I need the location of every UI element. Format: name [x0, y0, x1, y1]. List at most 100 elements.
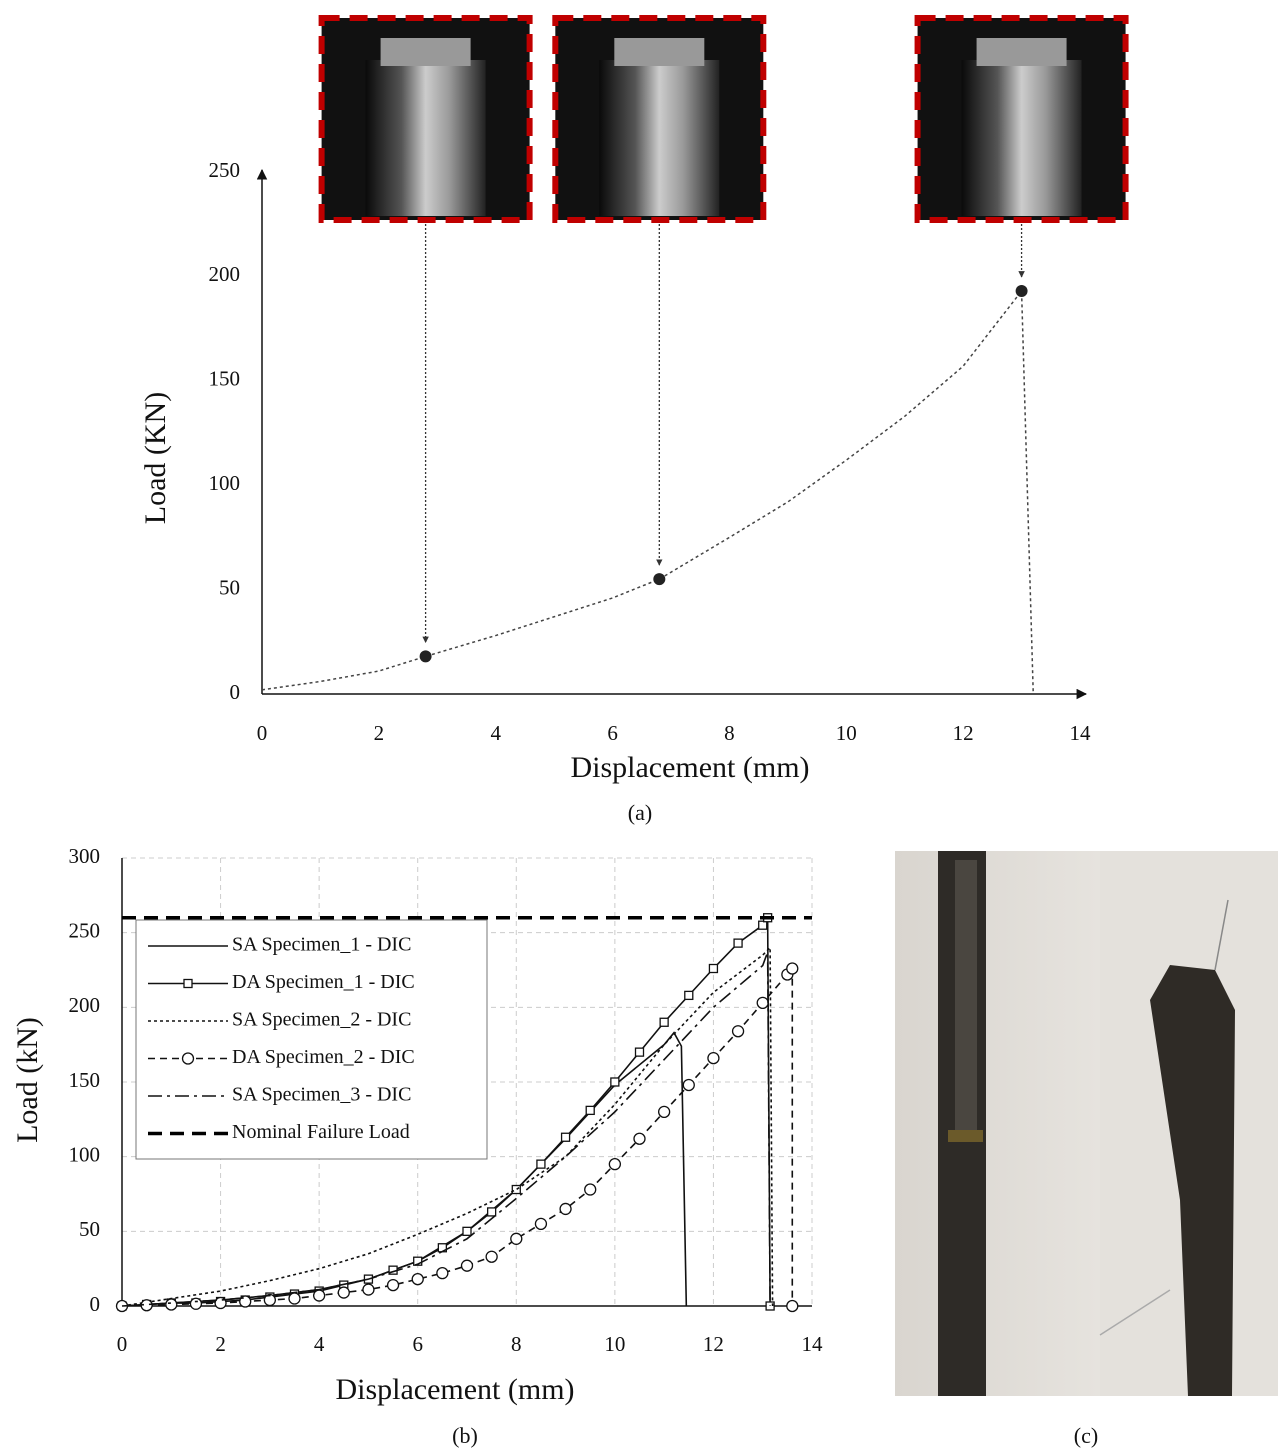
x-tick-label: 14 — [802, 1332, 824, 1356]
marker — [362, 1283, 375, 1296]
legend-label: DA Specimen_2 - DIC — [232, 1046, 415, 1068]
marker — [585, 1105, 595, 1116]
x-tick-label: 14 — [1070, 721, 1092, 745]
legend-label: SA Specimen_2 - DIC — [232, 1009, 411, 1031]
marker — [634, 1047, 645, 1057]
marker — [758, 920, 768, 930]
x-tick-label: 2 — [374, 721, 385, 745]
highlight-point — [653, 573, 666, 586]
caption: (a) — [628, 800, 652, 825]
photo-specimen-top — [380, 38, 471, 66]
series — [121, 945, 774, 1307]
series — [261, 288, 1035, 695]
marker — [559, 1202, 572, 1216]
photo — [895, 851, 1278, 1396]
legend-label: Nominal Failure Load — [232, 1121, 410, 1143]
series — [115, 962, 799, 1313]
y-tick-label: 200 — [69, 993, 101, 1017]
marker — [460, 1259, 474, 1272]
x-tick-label: 12 — [953, 721, 974, 745]
marker — [584, 1183, 597, 1196]
legend-label: DA Specimen_1 - DIC — [232, 971, 415, 993]
legend-marker — [183, 978, 193, 989]
marker — [534, 1217, 548, 1231]
marker — [386, 1278, 400, 1292]
marker — [165, 1298, 178, 1311]
marker — [610, 1077, 620, 1087]
marker — [682, 1078, 695, 1092]
marker — [486, 1207, 497, 1217]
series-line — [261, 288, 1035, 695]
marker — [411, 1272, 424, 1286]
marker — [436, 1266, 449, 1280]
photo-specimen — [961, 60, 1082, 216]
marker — [288, 1292, 301, 1305]
y-tick-label: 0 — [90, 1292, 101, 1316]
marker — [659, 1017, 669, 1027]
x-tick-label: 6 — [412, 1332, 423, 1356]
marker — [560, 1132, 571, 1142]
series-line — [121, 951, 771, 1307]
y-tick-label: 250 — [209, 158, 241, 182]
marker — [657, 1105, 671, 1119]
marker — [786, 1299, 799, 1313]
y-tick-label: 200 — [209, 262, 241, 286]
caption: (b) — [452, 1423, 478, 1448]
legend — [135, 919, 488, 1160]
x-tick-label: 4 — [314, 1332, 325, 1356]
x-tick-label: 8 — [511, 1332, 522, 1356]
legend-label: SA Specimen_3 - DIC — [232, 1084, 411, 1106]
y-axis-label: Load (KN) — [139, 392, 172, 524]
x-tick-label: 12 — [703, 1332, 724, 1356]
photo-specimen-top — [976, 38, 1067, 66]
marker — [733, 938, 743, 948]
series-line — [121, 945, 774, 1307]
x-tick-label: 6 — [607, 721, 618, 745]
x-tick-label: 10 — [604, 1332, 625, 1356]
x-tick-label: 2 — [215, 1332, 226, 1356]
series — [121, 951, 771, 1307]
marker — [536, 1159, 546, 1169]
marker — [608, 1157, 622, 1171]
marker — [312, 1289, 326, 1302]
y-tick-label: 250 — [69, 918, 101, 942]
photo-specimen-top — [614, 38, 705, 66]
y-axis-label: Load (kN) — [11, 1017, 44, 1143]
x-tick-label: 0 — [257, 721, 268, 745]
legend-label: SA Specimen_1 - DIC — [232, 934, 411, 956]
photo-specimen — [365, 60, 486, 216]
marker — [263, 1293, 277, 1307]
legend-marker — [181, 1052, 195, 1065]
marker — [633, 1132, 646, 1145]
marker — [731, 1025, 745, 1038]
y-tick-label: 150 — [209, 367, 241, 391]
y-tick-label: 100 — [209, 471, 241, 495]
x-tick-label: 8 — [724, 721, 735, 745]
x-tick-label: 4 — [490, 721, 501, 745]
photo-specimen — [599, 60, 720, 216]
y-tick-label: 300 — [69, 844, 101, 868]
y-tick-label: 150 — [69, 1068, 101, 1092]
x-axis-label: Displacement (mm) — [335, 1373, 574, 1406]
marker — [756, 996, 769, 1010]
highlight-point — [1015, 285, 1028, 298]
marker — [511, 1184, 521, 1195]
caption: (c) — [1074, 1423, 1098, 1448]
y-tick-label: 0 — [230, 680, 241, 704]
marker — [708, 963, 719, 974]
x-axis-label: Displacement (mm) — [570, 751, 809, 784]
marker — [510, 1232, 523, 1245]
x-tick-label: 10 — [836, 721, 857, 745]
y-tick-label: 50 — [79, 1217, 100, 1241]
marker — [189, 1297, 203, 1310]
marker — [707, 1051, 720, 1065]
marker — [337, 1286, 350, 1299]
x-tick-label: 0 — [117, 1332, 128, 1356]
marker — [786, 962, 799, 975]
marker — [684, 990, 694, 1001]
highlight-point — [419, 650, 432, 663]
marker — [485, 1250, 498, 1263]
marker — [462, 1226, 472, 1236]
